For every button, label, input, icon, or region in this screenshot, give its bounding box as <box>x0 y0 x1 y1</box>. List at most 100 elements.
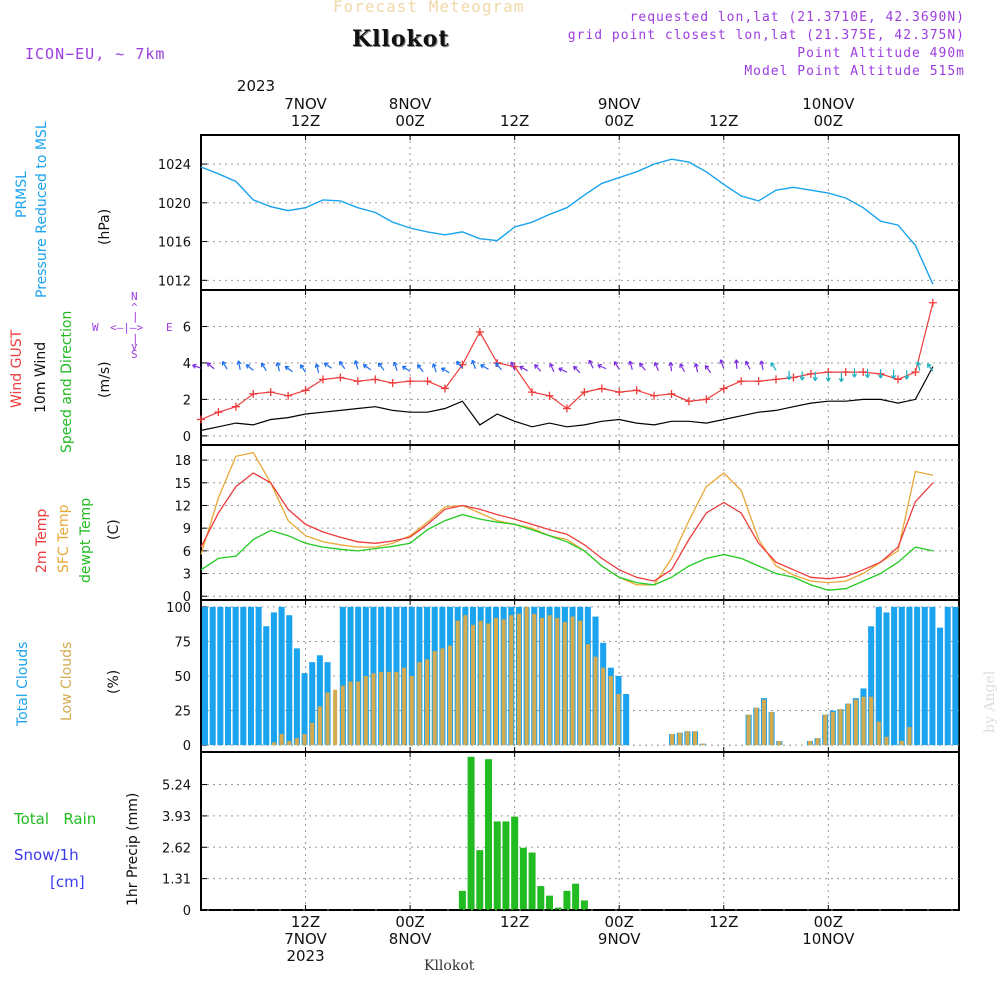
wind-direction-arrow <box>192 364 202 369</box>
compass-n: N <box>131 290 138 303</box>
low-cloud-bar <box>363 676 368 746</box>
pressure-line <box>200 158 934 285</box>
low-cloud-bar <box>907 727 912 746</box>
wind-direction-arrow <box>629 360 633 370</box>
ytick-label-precip: 2.62 <box>162 841 191 856</box>
bottom-axis-l2: 7NOV <box>284 930 327 948</box>
wind-direction-arrowhead <box>284 365 290 371</box>
total-cloud-bar <box>906 606 913 746</box>
total-cloud-bar <box>263 626 270 746</box>
gust-marker <box>545 391 554 400</box>
precip-bar <box>580 900 588 910</box>
bottom-axis-label: 12Z <box>475 914 555 965</box>
gust-marker <box>562 404 571 413</box>
ytick-label-temp: 0 <box>183 590 191 605</box>
low-cloud-bar <box>861 696 866 746</box>
top-axis-year: 2023 <box>236 77 276 95</box>
bottom-axis-l2: 8NOV <box>388 930 432 948</box>
ytick-label-wind: 0 <box>183 430 191 445</box>
top-axis-hour: 00Z <box>813 112 843 130</box>
total-cloud-bar <box>355 606 362 746</box>
wind-direction-arrowhead <box>221 360 227 366</box>
precip-bar <box>519 847 527 910</box>
wind-direction-arrowhead <box>597 363 602 369</box>
low-cloud-bar <box>379 671 384 746</box>
wind-direction-arrowhead <box>679 363 684 368</box>
total-cloud-bar <box>232 606 239 746</box>
bottom-axis-label: 00Z 9NOV <box>579 914 659 965</box>
precip-bar <box>476 850 484 910</box>
wind-direction-arrow <box>639 362 646 371</box>
total-cloud-bar <box>944 606 951 746</box>
wind-direction-arrow <box>300 364 307 373</box>
wind-direction-arrowhead <box>441 367 446 372</box>
wind-direction-arrow <box>441 367 450 374</box>
compass-down: v <box>131 340 138 353</box>
wind-direction-arrowhead <box>573 365 578 371</box>
label-total-rain: Total Rain <box>14 810 97 828</box>
ytick-label-temp: 9 <box>183 522 191 537</box>
bottom-axis-l1: 00Z <box>604 913 634 931</box>
gust-marker <box>684 397 693 406</box>
wind-direction-arrow <box>534 364 542 372</box>
gust-marker <box>440 384 449 393</box>
forecast-title: Forecast Meteogram <box>333 0 525 16</box>
wind-direction-arrowhead <box>733 359 740 364</box>
gust-marker <box>806 369 815 378</box>
total-cloud-bar <box>270 612 277 746</box>
model-name: ICON−EU, ~ 7km <box>25 45 166 63</box>
wind-direction-arrow <box>480 364 489 370</box>
total-cloud-bar <box>883 612 890 746</box>
total-cloud-bar <box>937 627 944 746</box>
bottom-axis-l1: 00Z <box>395 913 425 931</box>
wind-direction-arrow <box>261 362 267 372</box>
gust-marker <box>737 377 746 386</box>
wind-direction-arrowhead <box>431 363 437 368</box>
requested-coords: requested lon,lat (21.3710E, 42.3690N) <box>629 10 965 25</box>
low-cloud-bar <box>386 671 391 746</box>
ytick-label-pressure: 1020 <box>158 197 191 212</box>
gust-marker <box>406 377 415 386</box>
wind-direction-arrowhead <box>628 360 634 366</box>
wind-direction-arrow <box>354 360 359 370</box>
top-axis-hour: 12Z <box>709 112 739 130</box>
wind-direction-arrowhead <box>495 362 500 368</box>
wind-direction-arrowhead <box>534 364 539 369</box>
ytick-label-temp: 15 <box>174 477 191 492</box>
panel-frame-precip <box>200 751 960 911</box>
low-cloud-bar <box>700 743 705 746</box>
low-cloud-bar <box>493 617 499 746</box>
compass-e: E <box>166 321 173 334</box>
low-cloud-bar <box>754 707 759 746</box>
wind-direction-arrow <box>237 360 241 370</box>
bottom-axis-l1: 12Z <box>709 913 739 931</box>
ytick-label-wind: 2 <box>183 393 191 408</box>
low-cloud-bar <box>838 709 843 746</box>
low-cloud-bar <box>601 667 606 746</box>
wind-direction-arrow <box>276 362 280 372</box>
total-cloud-bar <box>240 606 247 746</box>
precip-bar <box>502 821 510 910</box>
wind-direction-arrow <box>221 361 228 370</box>
low-cloud-bar <box>869 696 874 746</box>
low-cloud-bar <box>846 703 851 746</box>
gust-marker <box>597 384 606 393</box>
grid-point-coords: grid point closest lon,lat (21.375E, 42.… <box>567 28 965 43</box>
low-cloud-bar <box>876 721 881 746</box>
ytick-label-pressure: 1016 <box>158 236 191 251</box>
total-cloud-bar <box>224 606 232 746</box>
gust-marker <box>214 408 223 417</box>
gust-marker <box>719 384 728 393</box>
total-cloud-bar <box>929 606 936 746</box>
ytick-label-precip: 0 <box>183 904 191 919</box>
wind-direction-arrowhead <box>812 376 818 382</box>
wind-direction-arrowhead <box>392 361 398 367</box>
wind-direction-arrowhead <box>314 363 320 369</box>
model-altitude: Model Point Altitude 515m <box>744 64 965 79</box>
top-axis-hour: 12Z <box>499 112 530 130</box>
gust-marker <box>928 298 937 307</box>
ytick-label-clouds: 100 <box>166 601 191 616</box>
wind-direction-arrowhead <box>719 359 725 364</box>
low-cloud-bar <box>371 673 376 746</box>
